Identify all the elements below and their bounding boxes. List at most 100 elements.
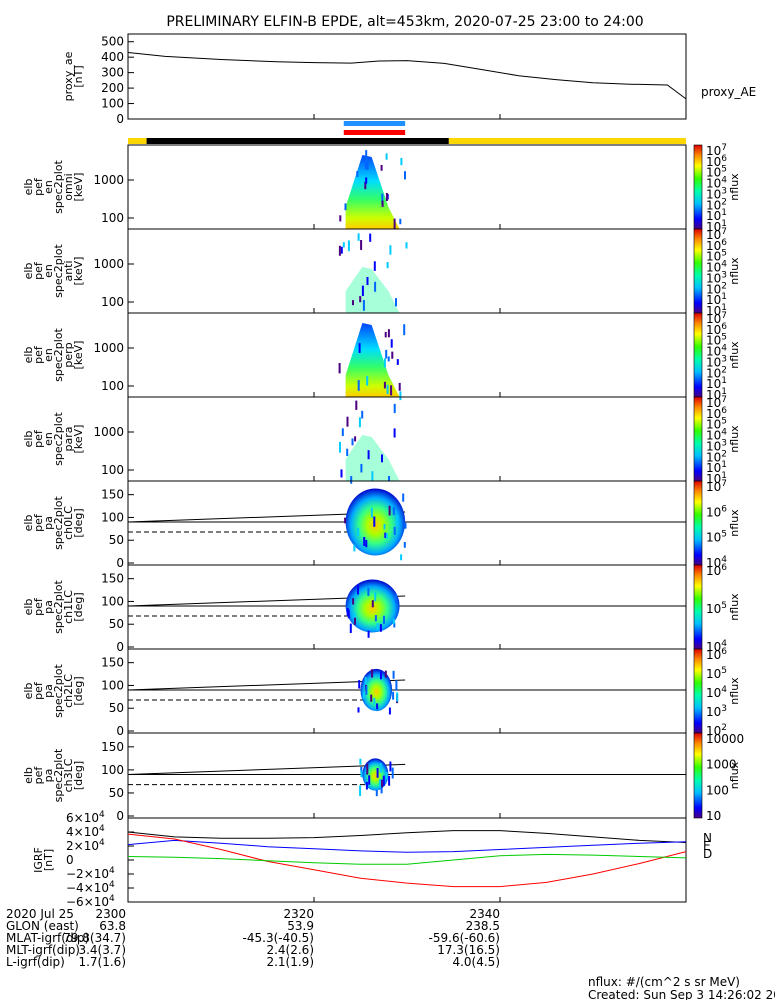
data-speck [352, 300, 354, 306]
data-speck [404, 522, 407, 529]
data-speck [338, 245, 341, 256]
colorbar-tick-label: 104 [706, 428, 727, 443]
data-speck [400, 157, 403, 166]
spectrogram-ytick-label: 100 [101, 379, 124, 393]
data-speck [357, 380, 360, 391]
data-speck [340, 246, 343, 254]
data-speck [366, 763, 369, 775]
colorbar-tick-label: 105 [706, 249, 727, 264]
data-speck [371, 471, 374, 482]
data-speck [381, 200, 384, 207]
colorbar-tick-label: 106 [706, 504, 727, 519]
data-speck [383, 381, 386, 389]
y-axis-label: elb [22, 599, 35, 616]
data-speck [353, 611, 356, 619]
data-speck [381, 193, 384, 205]
data-speck [367, 450, 370, 460]
data-speck [381, 454, 383, 463]
colorbar-tick-label: 104 [706, 344, 727, 359]
y-axis-label: pa [42, 769, 55, 783]
data-speck [383, 358, 386, 368]
spectrogram-ytick-label: 1000 [93, 425, 124, 439]
spectrogram-ytick-label: 1000 [93, 341, 124, 355]
data-speck [376, 703, 379, 710]
data-speck [364, 676, 367, 684]
data-speck [373, 697, 376, 705]
data-speck [383, 615, 385, 624]
spectrogram-ytick-label: 1000 [93, 173, 124, 187]
data-speck [380, 165, 383, 171]
units-note: nflux: #/(cm^2 s sr MeV) [588, 975, 740, 989]
data-speck [340, 469, 343, 478]
colorbar-tick-label: 102 [706, 197, 727, 212]
data-speck [370, 694, 373, 702]
data-speck [374, 615, 377, 622]
spectrogram-data [345, 435, 400, 481]
y-axis-label: pef [32, 345, 45, 364]
y-axis-label: spec2plot [52, 496, 65, 550]
loss-cone-line [127, 763, 406, 775]
igrf-ytick-label: −6×104 [66, 894, 115, 909]
data-speck [392, 507, 395, 516]
data-speck [344, 517, 347, 524]
data-speck [392, 691, 395, 700]
colorbar-title: nflux [728, 761, 741, 789]
data-speck [360, 463, 363, 473]
ephemeris-value: 53.9 [287, 919, 314, 933]
data-speck [360, 240, 363, 250]
ephemeris-value: -45.3(-40.5) [243, 931, 314, 945]
colorbar-tick-label: 106 [706, 322, 727, 337]
pitch-angle-data [360, 668, 393, 712]
data-speck [383, 523, 386, 530]
data-speck [359, 785, 362, 797]
y-axis-label: elb [22, 263, 35, 280]
igrf-ytick-label: −4×104 [66, 880, 115, 895]
y-axis-label: elb [22, 767, 35, 784]
status-bars [128, 121, 686, 144]
data-speck [363, 537, 366, 546]
colorbar-tick-label: 102 [706, 281, 727, 296]
data-speck [368, 775, 371, 785]
data-speck [353, 544, 356, 552]
energy-spectrogram-panel: 1000100elbpefenspec2plotanti[keV]1071061… [22, 227, 741, 318]
colorbar-tick-label: 105 [706, 601, 727, 616]
data-speck [391, 351, 394, 359]
ephemeris-value: 2340 [469, 907, 500, 921]
data-speck [362, 692, 365, 699]
data-speck [341, 428, 344, 437]
y-axis-label: pa [42, 684, 55, 698]
colorbar [693, 564, 703, 650]
data-speck [384, 532, 387, 539]
pitch-angle-ytick-label: 0 [116, 724, 124, 738]
data-speck [392, 618, 395, 625]
colorbar-tick-label: 103 [706, 438, 727, 453]
y-axis-label: ch0LC [62, 506, 75, 540]
y-axis-label: ch2LC [62, 674, 75, 708]
data-speck [398, 382, 401, 391]
pitch-angle-ytick-label: 150 [101, 740, 124, 754]
colorbar-tick-label: 106 [706, 238, 727, 253]
data-speck [355, 400, 358, 410]
data-speck [364, 161, 367, 170]
y-axis-label: pa [42, 516, 55, 530]
data-speck [399, 218, 402, 225]
data-speck [390, 339, 393, 348]
data-speck [380, 787, 383, 794]
data-speck [338, 363, 341, 374]
pitch-angle-ytick-label: 100 [101, 763, 124, 777]
data-speck [356, 171, 359, 177]
pitch-angle-ytick-label: 150 [101, 572, 124, 586]
data-speck [395, 298, 397, 307]
data-speck [361, 410, 364, 419]
data-speck [358, 680, 361, 689]
data-speck [389, 245, 392, 255]
data-speck [387, 329, 390, 338]
data-speck [385, 349, 388, 359]
data-speck [357, 707, 360, 713]
data-speck [339, 215, 342, 222]
data-speck [393, 428, 396, 438]
data-speck [344, 203, 347, 211]
status-bar-yellow [128, 138, 147, 144]
